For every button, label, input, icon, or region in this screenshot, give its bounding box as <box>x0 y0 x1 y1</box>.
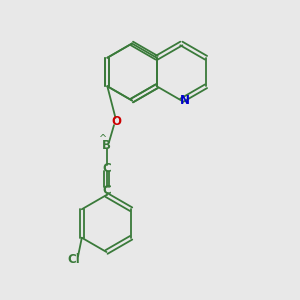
Text: C: C <box>102 161 111 175</box>
Text: C: C <box>102 184 111 197</box>
Text: Cl: Cl <box>67 253 80 266</box>
Text: O: O <box>111 115 122 128</box>
Text: ^: ^ <box>99 134 107 144</box>
Text: B: B <box>102 139 111 152</box>
Text: N: N <box>180 94 190 107</box>
